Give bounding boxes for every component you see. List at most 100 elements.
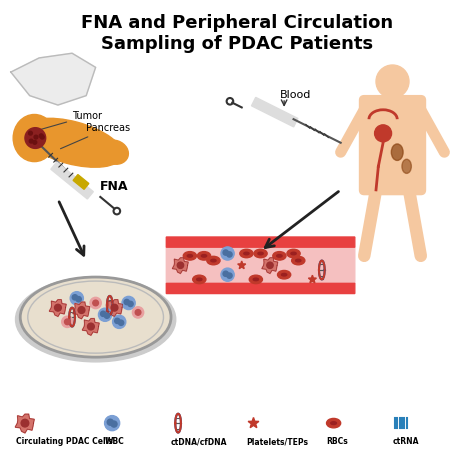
Circle shape xyxy=(223,271,228,276)
Circle shape xyxy=(99,308,112,321)
Circle shape xyxy=(39,134,43,137)
Circle shape xyxy=(221,268,234,281)
Circle shape xyxy=(21,419,29,427)
Circle shape xyxy=(227,252,232,257)
FancyBboxPatch shape xyxy=(166,283,355,293)
Circle shape xyxy=(132,307,144,318)
Polygon shape xyxy=(248,418,259,428)
Polygon shape xyxy=(15,414,34,433)
Circle shape xyxy=(62,316,73,328)
Text: ctRNA: ctRNA xyxy=(392,438,419,446)
Polygon shape xyxy=(309,275,317,283)
Circle shape xyxy=(267,262,273,268)
Circle shape xyxy=(28,131,32,135)
Polygon shape xyxy=(49,300,66,317)
Ellipse shape xyxy=(392,144,403,160)
Ellipse shape xyxy=(100,140,128,164)
Circle shape xyxy=(70,292,83,305)
Text: Pancreas: Pancreas xyxy=(61,123,130,149)
Ellipse shape xyxy=(282,273,287,276)
Bar xyxy=(252,97,298,127)
Circle shape xyxy=(100,311,106,317)
FancyBboxPatch shape xyxy=(359,96,426,195)
Bar xyxy=(73,174,89,189)
Text: Blood: Blood xyxy=(279,90,311,100)
Ellipse shape xyxy=(207,256,220,265)
Polygon shape xyxy=(82,319,99,335)
Circle shape xyxy=(118,320,124,326)
Circle shape xyxy=(34,135,38,139)
Polygon shape xyxy=(73,302,90,319)
Circle shape xyxy=(177,262,183,268)
Circle shape xyxy=(90,297,101,309)
Ellipse shape xyxy=(253,278,258,281)
Polygon shape xyxy=(262,258,278,273)
Circle shape xyxy=(88,323,94,330)
Ellipse shape xyxy=(187,255,192,257)
Ellipse shape xyxy=(197,278,202,281)
Text: Sampling of PDAC Patients: Sampling of PDAC Patients xyxy=(101,35,373,53)
Text: FNA: FNA xyxy=(100,180,129,193)
Text: RBCs: RBCs xyxy=(327,438,348,446)
Ellipse shape xyxy=(211,259,216,262)
Circle shape xyxy=(29,139,33,143)
Ellipse shape xyxy=(291,252,296,255)
Circle shape xyxy=(25,128,46,148)
Ellipse shape xyxy=(254,249,267,258)
Ellipse shape xyxy=(327,419,341,428)
Polygon shape xyxy=(173,258,188,273)
Ellipse shape xyxy=(296,259,301,262)
Circle shape xyxy=(221,247,234,260)
Circle shape xyxy=(128,301,133,307)
Bar xyxy=(385,82,400,105)
Ellipse shape xyxy=(183,252,197,260)
Ellipse shape xyxy=(16,277,176,362)
Ellipse shape xyxy=(277,271,291,279)
Text: Circulating PDAC Cells: Circulating PDAC Cells xyxy=(16,438,112,446)
Text: Tumor: Tumor xyxy=(38,111,102,130)
Text: FNA and Peripheral Circulation: FNA and Peripheral Circulation xyxy=(81,14,393,32)
Circle shape xyxy=(93,300,99,306)
Circle shape xyxy=(40,135,44,139)
Circle shape xyxy=(111,304,118,311)
Ellipse shape xyxy=(193,275,206,283)
Text: Platelets/TEPs: Platelets/TEPs xyxy=(246,438,309,446)
Text: WBC: WBC xyxy=(105,438,125,446)
Ellipse shape xyxy=(244,252,249,255)
Ellipse shape xyxy=(402,159,411,173)
Circle shape xyxy=(124,300,129,305)
Ellipse shape xyxy=(13,115,55,162)
Circle shape xyxy=(374,125,392,142)
Ellipse shape xyxy=(22,118,122,167)
Circle shape xyxy=(135,310,141,315)
Polygon shape xyxy=(106,300,123,317)
Circle shape xyxy=(78,307,85,313)
Circle shape xyxy=(105,416,119,431)
Polygon shape xyxy=(11,53,96,105)
Ellipse shape xyxy=(277,255,282,257)
Circle shape xyxy=(55,304,61,311)
Polygon shape xyxy=(237,261,246,269)
Ellipse shape xyxy=(201,255,207,257)
Circle shape xyxy=(376,65,409,98)
Ellipse shape xyxy=(287,249,300,258)
Circle shape xyxy=(33,140,36,144)
Ellipse shape xyxy=(273,252,286,260)
Circle shape xyxy=(76,297,82,302)
Circle shape xyxy=(113,315,126,328)
Circle shape xyxy=(122,296,135,310)
Ellipse shape xyxy=(240,249,253,258)
Circle shape xyxy=(104,313,109,319)
Ellipse shape xyxy=(292,256,305,265)
Bar xyxy=(51,162,93,199)
FancyBboxPatch shape xyxy=(166,237,355,247)
Circle shape xyxy=(223,250,228,255)
Circle shape xyxy=(227,273,232,278)
Circle shape xyxy=(64,319,70,325)
Circle shape xyxy=(111,421,117,427)
Circle shape xyxy=(107,419,113,425)
Ellipse shape xyxy=(197,252,210,260)
Circle shape xyxy=(115,318,120,324)
Ellipse shape xyxy=(258,252,263,255)
FancyBboxPatch shape xyxy=(166,247,355,283)
